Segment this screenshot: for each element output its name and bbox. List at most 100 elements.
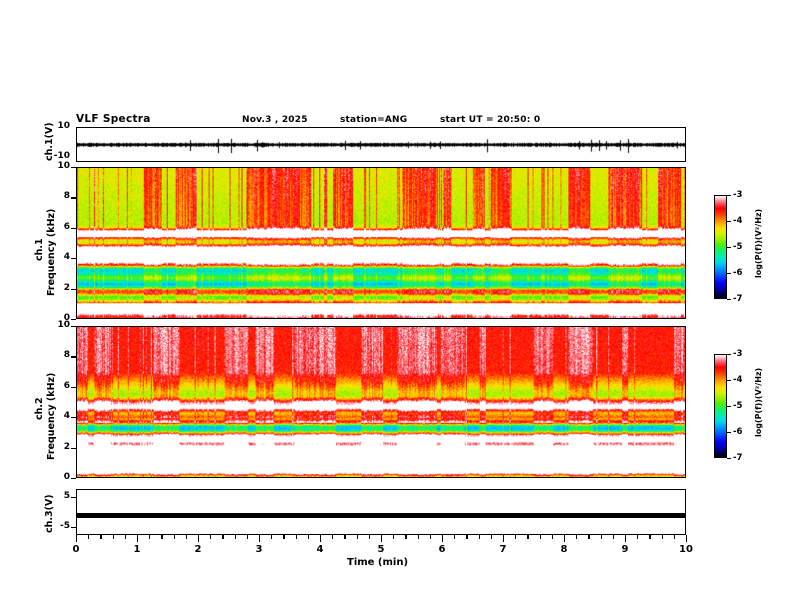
ch2-colorbar-tickmark xyxy=(727,406,731,408)
ch1-spec-axis-label-channel: ch.1 xyxy=(34,238,45,262)
xaxis-minor-tick xyxy=(539,535,541,539)
xaxis-minor-tick xyxy=(88,535,90,539)
xaxis-minor-tick xyxy=(295,535,297,539)
ch3-tickmark xyxy=(71,497,76,499)
ch1-spec-tickmark xyxy=(71,167,76,169)
ch2-spec-tickmark xyxy=(71,447,76,449)
ch1-spec-ytick-4: 4 xyxy=(63,252,70,263)
xaxis-minor-tick xyxy=(344,535,346,539)
xaxis-minor-tick xyxy=(332,535,334,539)
ch1-colorbar-tick--4: -4 xyxy=(733,216,743,226)
xaxis-minor-tick xyxy=(466,535,468,539)
xaxis-minor-tick xyxy=(600,535,602,539)
ch1-colorbar-tick--5: -5 xyxy=(733,242,743,252)
xaxis-minor-tick xyxy=(576,535,578,539)
ch2-spec-axis-label-frequency: Frequency (kHz) xyxy=(46,372,57,460)
ch1-colorbar-tickmark xyxy=(727,299,731,301)
ch1-spec-tickmark xyxy=(71,227,76,230)
figure-station: station=ANG xyxy=(340,115,408,125)
ch2-spec-tickmark xyxy=(71,326,76,328)
ch1-spec-tickmark xyxy=(71,319,76,321)
xaxis-minor-tick xyxy=(161,535,163,539)
xaxis-tick-3: 3 xyxy=(255,544,263,555)
ch1-colorbar-tick--3: -3 xyxy=(733,190,743,200)
xaxis-tick-9: 9 xyxy=(621,544,629,555)
ch1-spectrogram-image xyxy=(77,168,685,318)
xaxis-minor-tick xyxy=(478,535,480,539)
ch2-colorbar-label: log(P(f))(V²/Hz) xyxy=(754,367,763,438)
xaxis-major-tick xyxy=(137,535,139,542)
ch1-ytick-10: 10 xyxy=(57,121,70,131)
xaxis-minor-tick xyxy=(454,535,456,539)
figure-title: VLF Spectra xyxy=(76,113,151,125)
figure-start-ut: start UT = 20:50: 0 xyxy=(440,115,541,125)
ch2-spec-ytick-10: 10 xyxy=(57,320,70,330)
ch2-colorbar-tick--6: -6 xyxy=(733,427,743,437)
xaxis-major-tick xyxy=(503,535,505,542)
ch1-waveform-trace xyxy=(77,128,685,161)
ch1-colorbar-tickmark xyxy=(727,273,731,275)
xaxis-minor-tick xyxy=(307,535,309,539)
xaxis-major-tick xyxy=(686,535,688,542)
ch2-spec-tickmark xyxy=(71,386,76,389)
xaxis-major-tick xyxy=(76,535,78,542)
ch1-spec-ytick-6: 6 xyxy=(63,221,70,232)
ch2-spectrogram-image xyxy=(77,327,685,477)
ch3-waveform-panel xyxy=(76,489,686,535)
xaxis-minor-tick xyxy=(173,535,175,539)
ch2-spec-ytick-8: 8 xyxy=(63,350,70,361)
ch2-spec-ytick-6: 6 xyxy=(63,380,70,391)
xaxis-major-tick xyxy=(198,535,200,542)
xaxis-tick-0: 0 xyxy=(72,544,80,555)
xaxis-minor-tick xyxy=(283,535,285,539)
xaxis-minor-tick xyxy=(100,535,102,539)
xaxis-tick-10: 10 xyxy=(679,544,693,555)
xaxis-minor-tick xyxy=(210,535,212,539)
xaxis-tick-8: 8 xyxy=(560,544,568,555)
ch1-colorbar-tickmark xyxy=(727,195,731,197)
xaxis-tick-7: 7 xyxy=(499,544,507,555)
ch1-spec-tickmark xyxy=(71,288,76,290)
ch2-colorbar-tick--7: -7 xyxy=(733,453,743,463)
xaxis-minor-tick xyxy=(124,535,126,539)
xaxis-minor-tick xyxy=(637,535,639,539)
ch1-spectrogram-panel xyxy=(76,167,686,319)
ch2-spec-tickmark xyxy=(71,417,76,419)
ch2-colorbar xyxy=(714,354,727,458)
ch1-colorbar-tickmark xyxy=(727,221,731,223)
xaxis-minor-tick xyxy=(393,535,395,539)
ch3-waveform-axis-label: ch.3(V) xyxy=(44,494,55,533)
ch1-colorbar-tick--6: -6 xyxy=(733,268,743,278)
xaxis-minor-tick xyxy=(588,535,590,539)
ch2-colorbar-tick--5: -5 xyxy=(733,401,743,411)
xaxis-minor-tick xyxy=(185,535,187,539)
ch1-colorbar-label: log(P(f))(V²/Hz) xyxy=(754,208,763,279)
ch1-waveform-panel xyxy=(76,127,686,162)
ch3-ytick--5: -5 xyxy=(60,520,70,531)
xaxis-minor-tick xyxy=(429,535,431,539)
ch1-ytick-neg10: -10 xyxy=(53,151,70,161)
xaxis-minor-tick xyxy=(271,535,273,539)
xaxis-minor-tick xyxy=(246,535,248,539)
ch2-colorbar-tickmark xyxy=(727,380,731,382)
xaxis-minor-tick xyxy=(490,535,492,539)
ch2-spec-ytick-4: 4 xyxy=(63,411,70,422)
ch2-colorbar-tickmark xyxy=(727,354,731,356)
xaxis-minor-tick xyxy=(649,535,651,539)
ch1-spec-ytick-8: 8 xyxy=(63,191,70,202)
xaxis-major-tick xyxy=(381,535,383,542)
xaxis-tick-2: 2 xyxy=(194,544,202,555)
figure-date: Nov.3 , 2025 xyxy=(242,115,308,125)
xaxis-tick-5: 5 xyxy=(377,544,385,555)
ch2-spec-ytick-2: 2 xyxy=(63,441,70,452)
xaxis-minor-tick xyxy=(368,535,370,539)
xaxis-minor-tick xyxy=(222,535,224,539)
xaxis-minor-tick xyxy=(612,535,614,539)
ch3-waveform-trace xyxy=(76,512,686,518)
xaxis-minor-tick xyxy=(417,535,419,539)
xaxis-minor-tick xyxy=(661,535,663,539)
ch2-colorbar-tickmark xyxy=(727,432,731,434)
ch1-colorbar-tickmark xyxy=(727,247,731,249)
xaxis-major-tick xyxy=(564,535,566,542)
